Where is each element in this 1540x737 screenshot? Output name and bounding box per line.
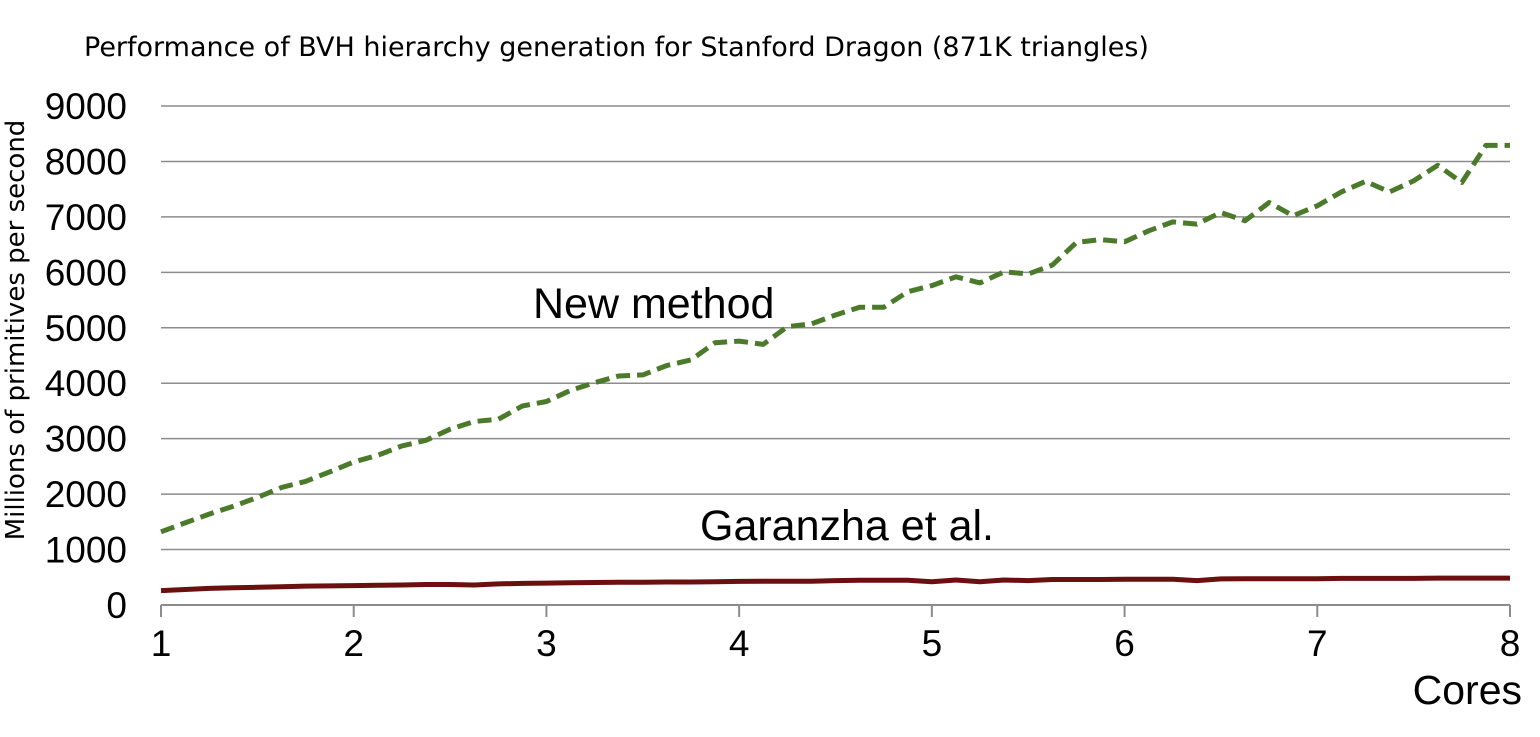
series-line-garanzha [160, 575, 1510, 594]
x-tick-label: 5 [922, 623, 943, 664]
y-tick-label: 3000 [45, 419, 127, 460]
y-tick-labels: 0 1000 2000 3000 4000 5000 6000 7000 8000 9000 [45, 86, 127, 626]
y-tick-label: 7000 [45, 197, 127, 238]
y-tick-label: 0 [106, 585, 127, 626]
x-tick-label: 6 [1114, 623, 1135, 664]
y-tick-label: 4000 [45, 363, 127, 404]
y-tick-label: 1000 [45, 530, 127, 571]
grid-lines [160, 105, 1511, 617]
y-tick-label: 6000 [45, 252, 127, 293]
y-tick-label: 2000 [45, 474, 127, 515]
x-tick-label: 1 [151, 623, 172, 664]
x-tick-label: 2 [343, 623, 364, 664]
series-lines [160, 142, 1510, 594]
x-tick-labels: 1 2 3 4 5 6 7 8 [151, 623, 1521, 664]
x-axis-label: Cores [1413, 667, 1522, 713]
x-tick-label: 3 [536, 623, 557, 664]
x-tick-label: 7 [1307, 623, 1328, 664]
chart-title: Performance of BVH hierarchy generation … [84, 32, 1149, 63]
y-tick-label: 5000 [45, 308, 127, 349]
series-label-garanzha: Garanzha et al. [700, 502, 994, 550]
x-tick-label: 4 [729, 623, 750, 664]
y-tick-label: 9000 [45, 86, 127, 127]
series-label-new-method: New method [533, 280, 774, 328]
y-tick-label: 8000 [45, 141, 127, 182]
y-axis-label: Millions of primitives per second [1, 120, 31, 541]
series-line-new-method [160, 142, 1510, 535]
x-tick-label: 8 [1500, 623, 1521, 664]
